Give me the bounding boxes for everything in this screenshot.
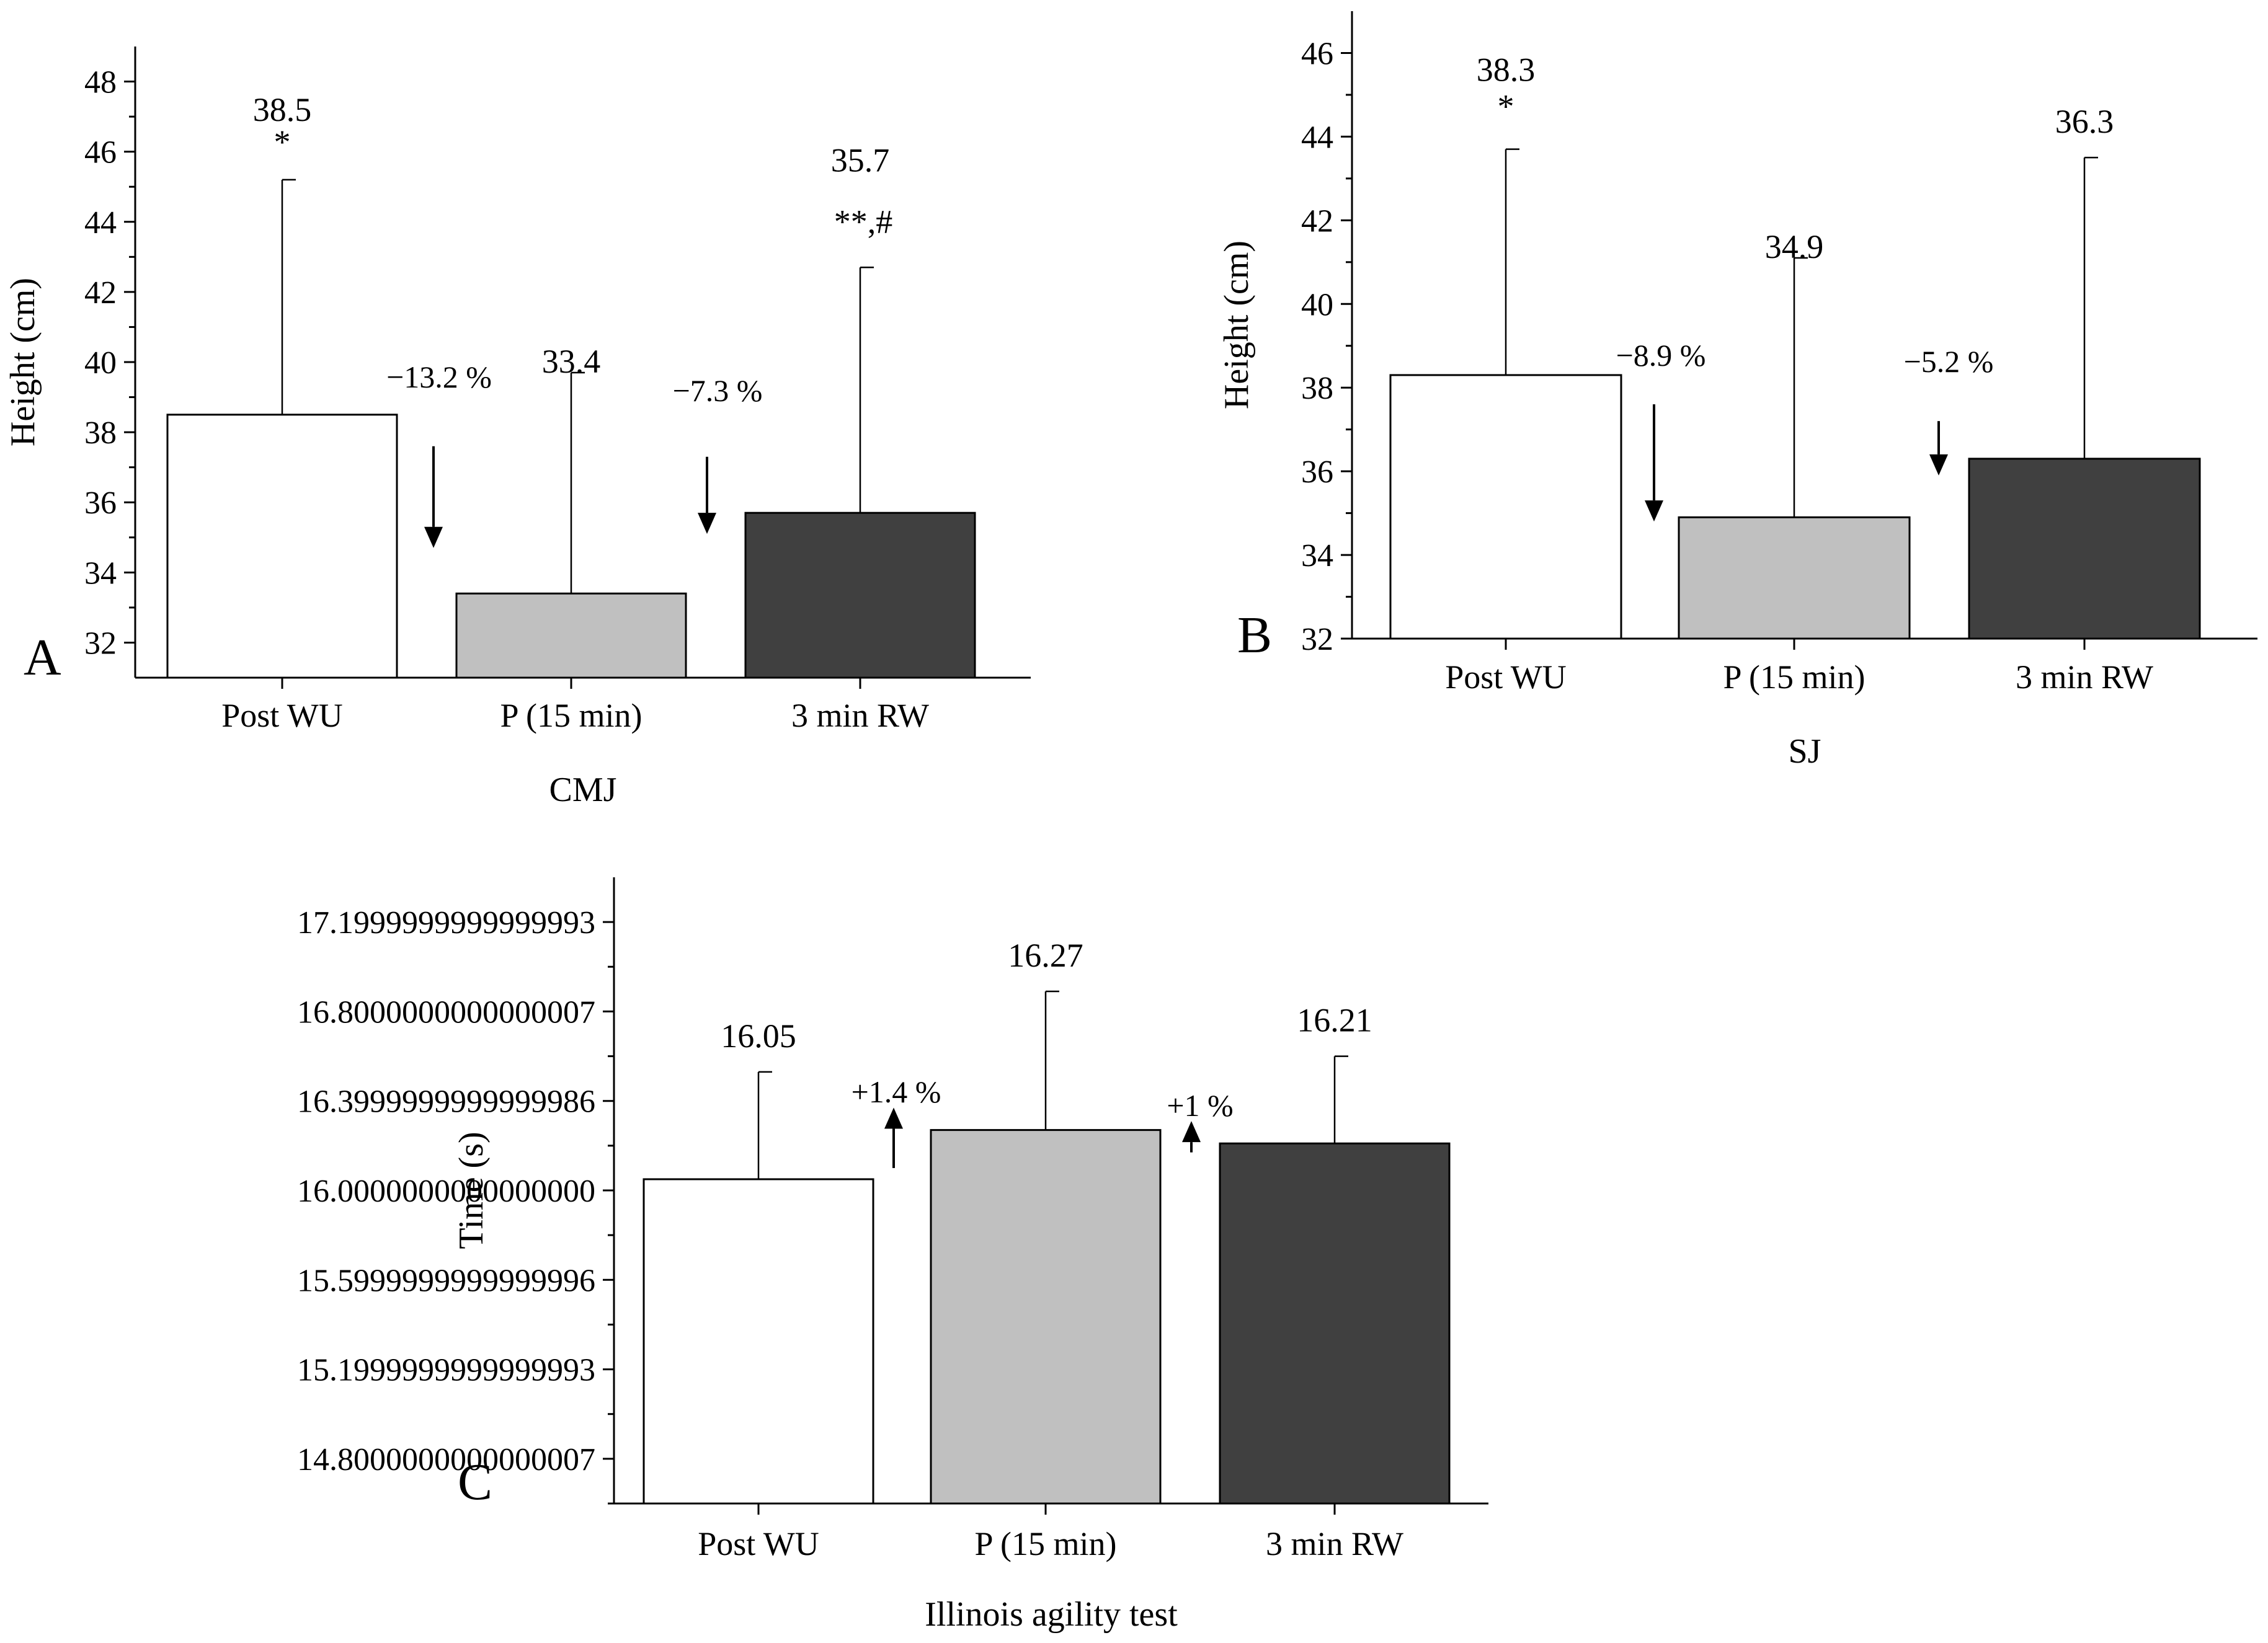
panel-a-category-label: P (15 min)	[500, 697, 643, 734]
panel-c-y-axis-title: Time (s)	[452, 1132, 491, 1249]
panel-b-y-tick-label: 36	[1301, 454, 1333, 490]
panel-c-value-label: 16.27	[1008, 937, 1083, 974]
panel-c-arrow-up-icon	[1182, 1121, 1201, 1143]
panel-a-y-tick-label: 32	[84, 626, 117, 661]
panel-c-percent-change-label: +1 %	[1167, 1088, 1233, 1123]
panel-b-arrow-down-icon	[1645, 500, 1663, 522]
panel-c-y-tick-label: 15.1999999999999993	[297, 1353, 595, 1388]
panel-c-percent-change-label: +1.4 %	[852, 1074, 941, 1109]
panel-c-value-label: 16.21	[1297, 1002, 1372, 1039]
panel-c-y-tick-label: 16.8000000000000007	[297, 994, 595, 1030]
panel-a-significance-marker: *	[274, 123, 291, 161]
panel-a-cmj-chart: 32 34 36 38 40 42 44 46 48 Post WU 38.5* P (15 min)…	[4, 46, 1031, 809]
panel-b-y-axis-title: Height (cm)	[1217, 241, 1256, 409]
panel-c-illinois-chart: 14.8000000000000007 15.1999999999999993 15…	[297, 877, 1488, 1634]
panel-b-sj-chart: 32 34 36 38 40 42 44 46 Post WU 38.3* P (15 min) 34…	[1217, 11, 2257, 771]
panel-c-bar	[930, 1129, 1162, 1505]
panel-a-bar	[166, 414, 398, 679]
panel-a-value-label: 38.5	[253, 91, 312, 128]
panel-c-value-label: 16.05	[721, 1017, 796, 1055]
panel-b-y-tick-label: 44	[1301, 120, 1333, 155]
panel-c-arrow-up-icon	[884, 1107, 903, 1129]
panel-b-y-tick-label: 34	[1301, 538, 1333, 574]
panel-c-category-label: Post WU	[698, 1525, 819, 1562]
panel-b-value-label: 36.3	[2055, 103, 2114, 140]
panel-a-category-label: 3 min RW	[791, 697, 929, 734]
panel-b-arrow-down-icon	[1929, 454, 1948, 476]
panel-c-letter: C	[458, 1453, 492, 1511]
panel-b-category-label: P (15 min)	[1723, 658, 1866, 696]
panel-a-percent-change-label: −7.3 %	[673, 373, 763, 408]
panel-b-y-tick-label: 40	[1301, 287, 1333, 322]
panel-b-letter: B	[1237, 606, 1272, 664]
panel-b-y-tick-label: 38	[1301, 371, 1333, 406]
panel-a-y-tick-label: 40	[84, 345, 117, 381]
panel-a-significance-marker: **,#	[834, 203, 893, 240]
panel-a-bar	[455, 592, 687, 679]
panel-c-bar	[1219, 1142, 1451, 1505]
panel-a-letter: A	[24, 629, 61, 686]
panel-c-x-axis-title: Illinois agility test	[925, 1595, 1178, 1634]
panel-a-bar	[744, 512, 976, 679]
panel-a-y-tick-label: 38	[84, 415, 117, 451]
panel-a-y-tick-label: 46	[84, 135, 117, 170]
panel-a-y-tick-label: 44	[84, 205, 117, 241]
panel-a-value-label: 33.4	[542, 343, 601, 380]
panel-c-y-tick-label: 17.1999999999999993	[297, 905, 595, 941]
panel-c-category-label: 3 min RW	[1266, 1525, 1403, 1562]
panel-b-significance-marker: *	[1498, 88, 1514, 125]
panel-b-y-tick-label: 42	[1301, 203, 1333, 239]
panel-a-value-label: 35.7	[831, 141, 890, 179]
panel-a-arrow-down-icon	[424, 526, 443, 548]
panel-c-bar	[643, 1178, 874, 1505]
panel-b-bar	[1968, 458, 2201, 640]
panel-a-y-tick-label: 48	[84, 65, 117, 100]
panel-b-bar	[1678, 516, 1911, 640]
panel-b-y-tick-label: 46	[1301, 36, 1333, 71]
panel-a-percent-change-label: −13.2 %	[386, 360, 492, 394]
panel-b-y-tick-label: 32	[1301, 622, 1333, 657]
panel-b-category-label: 3 min RW	[2016, 658, 2153, 696]
panel-c-y-tick-label: 14.8000000000000007	[297, 1442, 595, 1477]
panel-c-y-tick-label: 16.0000000000000000	[297, 1174, 595, 1209]
panel-b-percent-change-label: −8.9 %	[1616, 338, 1706, 373]
panel-a-y-tick-label: 36	[84, 485, 117, 521]
panel-a-y-tick-label: 42	[84, 275, 117, 311]
panel-b-category-label: Post WU	[1445, 658, 1567, 696]
panel-a-y-tick-label: 34	[84, 556, 117, 591]
panel-a-x-axis-title: CMJ	[549, 771, 617, 809]
panel-b-x-axis-title: SJ	[1789, 732, 1821, 771]
panel-b-value-label: 38.3	[1477, 51, 1536, 89]
panel-b-value-label: 34.9	[1765, 228, 1824, 265]
panel-c-y-tick-label: 16.3999999999999986	[297, 1084, 595, 1120]
panel-c-category-label: P (15 min)	[975, 1525, 1117, 1562]
panel-b-percent-change-label: −5.2 %	[1904, 344, 1994, 379]
panel-a-category-label: Post WU	[221, 697, 343, 734]
panel-b-bar	[1389, 374, 1622, 640]
panel-a-arrow-down-icon	[698, 513, 716, 534]
panel-c-y-tick-label: 15.5999999999999996	[297, 1263, 595, 1298]
panel-a-y-axis-title: Height (cm)	[4, 278, 42, 446]
